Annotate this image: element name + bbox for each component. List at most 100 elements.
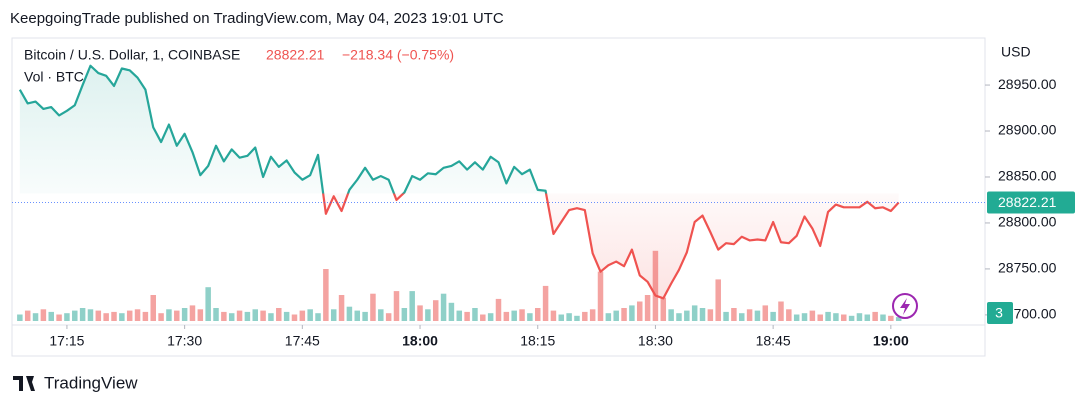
legend-title: Bitcoin / U.S. Dollar, 1, COINBASE <box>24 47 240 63</box>
x-tick-label: 18:00 <box>402 333 438 349</box>
volume-bar <box>338 295 345 321</box>
legend-price: 28822.21 <box>266 47 325 63</box>
volume-bar <box>731 308 737 321</box>
x-tick-label: 18:30 <box>638 333 673 349</box>
volume-bar <box>111 311 117 321</box>
volume-bar <box>464 311 470 321</box>
volume-bar <box>542 285 549 321</box>
volume-bar <box>770 311 776 321</box>
volume-bar <box>103 313 109 321</box>
x-tick-label: 17:45 <box>285 333 320 349</box>
volume-bar <box>228 313 235 321</box>
volume-bar <box>299 310 306 321</box>
volume-bar <box>582 311 588 321</box>
volume-bar <box>56 314 62 321</box>
volume-bar <box>417 305 423 321</box>
volume-bar <box>848 315 855 321</box>
last-price-label: 28822.21 <box>998 194 1057 210</box>
volume-bar <box>197 309 204 321</box>
volume-bar <box>330 309 337 321</box>
volume-bar <box>589 309 596 321</box>
volume-bar <box>166 309 172 321</box>
volume-bar <box>244 311 251 321</box>
volume-bar <box>754 310 761 321</box>
icon-bolt <box>900 298 910 315</box>
volume-bar <box>362 311 368 321</box>
volume-bar <box>864 314 871 321</box>
volume-bar <box>268 313 274 321</box>
y-tick-label: 28900.00 <box>998 122 1057 138</box>
volume-bar <box>809 310 816 321</box>
volume-bar <box>472 308 478 321</box>
volume-bar <box>393 291 400 321</box>
volume-bar <box>495 298 502 321</box>
volume-bar <box>793 314 800 321</box>
volume-bar <box>739 313 745 321</box>
footer-logo-icon <box>13 376 35 391</box>
header: KeepgoingTrade published on TradingView.… <box>10 10 504 27</box>
volume-bar <box>142 311 149 321</box>
last-volume-box <box>987 302 1013 324</box>
volume-bar <box>684 310 690 321</box>
x-tick-label: 19:00 <box>873 333 909 349</box>
volume-bar <box>778 301 784 321</box>
volume-bar <box>17 314 23 321</box>
volume-bar <box>378 309 384 321</box>
x-tick-label: 17:15 <box>49 333 84 349</box>
volume-bar <box>550 310 557 321</box>
volume-bar <box>409 291 415 321</box>
volume-bar <box>487 313 494 321</box>
volume-bar <box>519 309 525 321</box>
volume-bar <box>283 311 290 321</box>
volume-bar <box>150 295 156 321</box>
volume-bar <box>307 309 313 321</box>
volume-bar <box>511 310 517 321</box>
x-tick-label: 18:15 <box>520 333 555 349</box>
volume-bar <box>174 310 180 321</box>
price-line <box>18 64 900 300</box>
volume-bar <box>205 287 211 321</box>
volume-bar <box>503 311 510 321</box>
legend-volume: Vol · BTC <box>24 69 84 85</box>
volume-bar <box>440 293 447 321</box>
volume-bar <box>676 313 682 321</box>
volume-bar <box>880 314 886 321</box>
volume-bar <box>291 314 298 321</box>
volume-bar <box>660 297 667 321</box>
volume-bar <box>629 305 635 321</box>
volume-bar <box>385 313 392 321</box>
volume-bar <box>276 308 282 321</box>
x-tick-label: 17:30 <box>167 333 202 349</box>
volume-bar <box>699 308 706 321</box>
volume-bar <box>558 314 565 321</box>
volume-bar <box>856 313 863 321</box>
volume-bar <box>566 313 572 321</box>
volume-bar <box>354 310 361 321</box>
lightning-icon[interactable] <box>892 293 918 319</box>
volume-bar <box>181 308 188 321</box>
volume-bar <box>24 310 31 321</box>
y-tick-label: 28950.00 <box>998 76 1057 92</box>
last-volume-label: 3 <box>995 305 1003 321</box>
volume-bar <box>895 317 902 321</box>
volume-bar <box>221 311 227 321</box>
volume-bar <box>888 315 894 321</box>
volume-bar <box>158 313 164 321</box>
volume-bar <box>605 313 612 321</box>
volume-bar <box>79 308 86 321</box>
volume-bar <box>621 308 627 321</box>
legend-change: −218.34 (−0.75%) <box>342 47 454 63</box>
volume-bar <box>715 279 721 321</box>
last-price-box <box>987 191 1075 214</box>
volume-bar <box>817 314 823 321</box>
volume-bar <box>252 309 258 321</box>
volume-bar <box>323 269 329 321</box>
volume-bar <box>213 308 219 321</box>
volume-bar <box>432 300 439 321</box>
volume-bar <box>48 311 54 321</box>
volume-bar <box>574 315 580 321</box>
volume-bar <box>236 310 243 321</box>
volume-bar <box>346 306 353 321</box>
volume-bar <box>825 311 831 321</box>
